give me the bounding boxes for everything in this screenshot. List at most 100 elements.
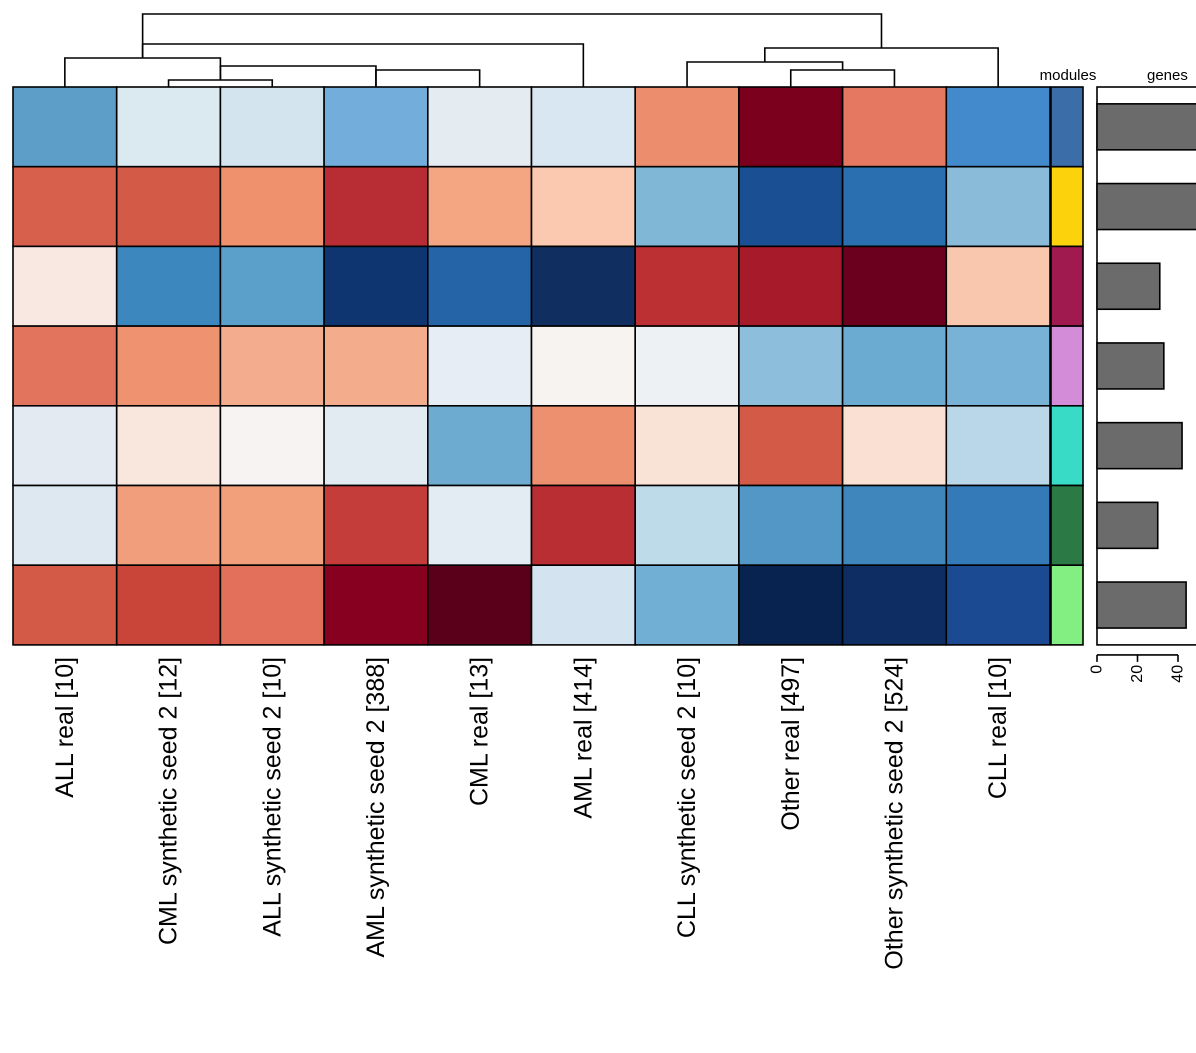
genes-label: genes <box>1147 67 1188 84</box>
heatmap-cell-r5-c10 <box>945 404 1051 487</box>
heatmap-cell-r6-c9 <box>841 484 948 566</box>
heatmap-cell-r2-c10 <box>945 165 1051 248</box>
module-swatch-6 <box>1050 484 1084 566</box>
heatmap-cell-r6-c5 <box>426 484 533 566</box>
genes-bar-2 <box>1096 182 1196 231</box>
heatmap-cell-r4-c6 <box>530 325 636 407</box>
heatmap-cell-r4-c9 <box>841 325 948 407</box>
genes-bar-7 <box>1096 581 1187 629</box>
heatmap-cell-r7-c6 <box>530 564 636 646</box>
column-label: CLL synthetic seed 2 [10] <box>673 657 701 938</box>
heatmap-cell-r5-c4 <box>323 404 429 487</box>
heatmap-cell-r6-c8 <box>738 484 844 566</box>
dendrogram-branch <box>64 57 222 87</box>
dendrogram-branch <box>789 69 896 87</box>
heatmap-cell-r4-c5 <box>426 325 533 407</box>
heatmap-cell-r1-c10 <box>945 86 1051 168</box>
column-label: Other real [497] <box>777 657 805 831</box>
heatmap-cell-r2-c8 <box>738 165 844 248</box>
heatmap-cell-r5-c5 <box>426 404 533 487</box>
heatmap-cell-r5-c8 <box>738 404 844 487</box>
module-swatch-5 <box>1050 404 1084 487</box>
heatmap-cell-r7-c8 <box>738 564 844 646</box>
heatmap-cell-r1-c4 <box>323 86 429 168</box>
module-swatch-1 <box>1050 86 1084 168</box>
genes-barplot: 0 20 40 <box>1089 86 1196 683</box>
heatmap-cell-r4-c7 <box>634 325 740 407</box>
heatmap-cell-r3-c6 <box>530 245 636 327</box>
dendrogram-branch <box>686 61 844 87</box>
heatmap-cell-r5-c9 <box>841 404 948 487</box>
genes-bar-1 <box>1096 103 1196 151</box>
heatmap-cell-r4-c1 <box>12 325 118 407</box>
module-color-bar <box>1050 86 1084 646</box>
heatmap-cell-r2-c1 <box>12 165 118 248</box>
module-swatch-3 <box>1050 245 1084 327</box>
module-swatch-7 <box>1050 564 1084 646</box>
heatmap-cell-r4-c8 <box>738 325 844 407</box>
heatmap-cell-r3-c3 <box>219 245 325 327</box>
heatmap-cell-r3-c2 <box>115 245 222 327</box>
genes-axis-tick-label: 20 <box>1129 665 1146 683</box>
column-labels: ALL real [10] CML synthetic seed 2 [12] AL… <box>51 657 1012 970</box>
heatmap-cell-r2-c2 <box>115 165 222 248</box>
heatmap-cell-r4-c2 <box>115 325 222 407</box>
heatmap-cell-r7-c5 <box>426 564 533 646</box>
heatmap-cell-r6-c2 <box>115 484 222 566</box>
heatmap-cell-r1-c6 <box>530 86 636 168</box>
heatmap-cell-r2-c9 <box>841 165 948 248</box>
genes-axis-tick-label: 40 <box>1170 665 1187 683</box>
column-dendrogram <box>64 13 999 87</box>
heatmap-cell-r4-c3 <box>219 325 325 407</box>
heatmap-cell-r6-c10 <box>945 484 1051 566</box>
heatmap-cell-r2-c5 <box>426 165 533 248</box>
column-label: AML synthetic seed 2 [388] <box>362 657 390 958</box>
heatmap-cell-r2-c4 <box>323 165 429 248</box>
heatmap-cells <box>12 86 1051 646</box>
heatmap-cell-r7-c1 <box>12 564 118 646</box>
heatmap-cell-r3-c7 <box>634 245 740 327</box>
genes-bar-4 <box>1096 342 1165 390</box>
heatmap-cell-r6-c1 <box>12 484 118 566</box>
heatmap-cell-r3-c8 <box>738 245 844 327</box>
dendrogram-branch <box>141 13 883 58</box>
module-swatch-4 <box>1050 325 1084 407</box>
module-swatch-2 <box>1050 165 1084 248</box>
heatmap-cell-r5-c1 <box>12 404 118 487</box>
column-label: CLL real [10] <box>984 657 1012 799</box>
heatmap-cell-r7-c3 <box>219 564 325 646</box>
genes-bar-6 <box>1096 501 1159 550</box>
heatmap-cell-r7-c9 <box>841 564 948 646</box>
genes-bar-3 <box>1096 262 1161 311</box>
dendrogram-branch <box>219 65 377 87</box>
heatmap-cell-r1-c9 <box>841 86 948 168</box>
genes-axis-tick-label: 0 <box>1089 665 1106 674</box>
column-label: CML real [13] <box>466 657 494 806</box>
heatmap-cell-r7-c2 <box>115 564 222 646</box>
dendrogram-branch <box>167 79 274 87</box>
column-label: AML real [414] <box>569 657 597 819</box>
heatmap-cell-r7-c7 <box>634 564 740 646</box>
heatmap-cell-r1-c1 <box>12 86 118 168</box>
heatmap-cell-r3-c10 <box>945 245 1051 327</box>
heatmap-cell-r6-c4 <box>323 484 429 566</box>
column-label: ALL real [10] <box>51 657 79 798</box>
heatmap-cell-r5-c2 <box>115 404 222 487</box>
dendrogram-branch <box>764 47 999 87</box>
heatmap-cell-r1-c7 <box>634 86 740 168</box>
heatmap-cell-r3-c5 <box>426 245 533 327</box>
heatmap-cell-r4-c10 <box>945 325 1051 407</box>
heatmap-cell-r5-c7 <box>634 404 740 487</box>
heatmap-cell-r3-c4 <box>323 245 429 327</box>
heatmap-cell-r3-c1 <box>12 245 118 327</box>
heatmap-cell-r4-c4 <box>323 325 429 407</box>
column-label: CML synthetic seed 2 [12] <box>155 657 183 945</box>
heatmap-cell-r2-c6 <box>530 165 636 248</box>
heatmap-cell-r1-c3 <box>219 86 325 168</box>
heatmap-cell-r7-c10 <box>945 564 1051 646</box>
heatmap-cell-r5-c6 <box>530 404 636 487</box>
heatmap-cell-r7-c4 <box>323 564 429 646</box>
heatmap-cell-r1-c2 <box>115 86 222 168</box>
heatmap-cell-r1-c5 <box>426 86 533 168</box>
